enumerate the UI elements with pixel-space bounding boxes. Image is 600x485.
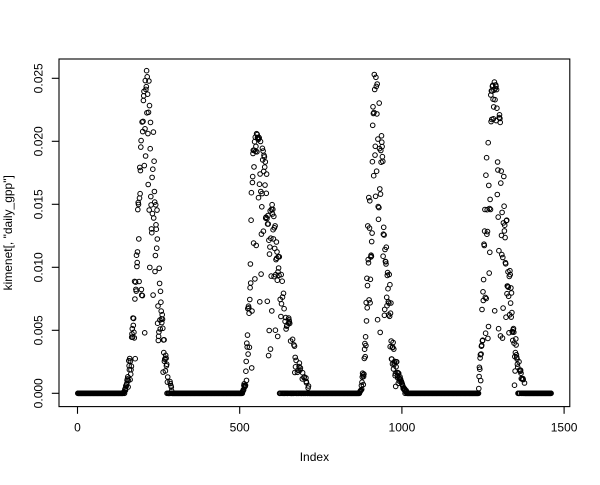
svg-text:1500: 1500 [551,421,578,435]
svg-text:0.025: 0.025 [32,63,46,93]
svg-text:0: 0 [74,421,81,435]
svg-text:Index: Index [300,450,329,464]
svg-text:0.010: 0.010 [32,252,46,282]
svg-text:0.000: 0.000 [32,378,46,408]
svg-text:0.015: 0.015 [32,189,46,219]
svg-text:0.020: 0.020 [32,126,46,156]
svg-text:500: 500 [230,421,250,435]
svg-text:0.005: 0.005 [32,315,46,345]
svg-text:kimenet[, "daily_gpp"]: kimenet[, "daily_gpp"] [1,175,15,290]
svg-text:1000: 1000 [389,421,416,435]
